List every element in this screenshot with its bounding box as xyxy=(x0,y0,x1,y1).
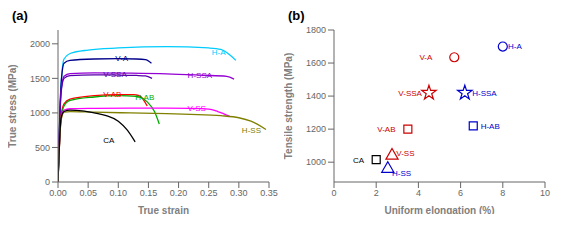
html-text:(a): (a) xyxy=(12,8,28,23)
svg-text:V-A: V-A xyxy=(419,53,433,62)
svg-text:1600: 1600 xyxy=(306,58,326,68)
svg-text:0: 0 xyxy=(45,177,50,187)
svg-text:500: 500 xyxy=(35,143,50,153)
svg-text:Tensile strength (MPa): Tensile strength (MPa) xyxy=(284,53,294,160)
svg-text:V-AB: V-AB xyxy=(377,125,395,134)
svg-text:V-SS: V-SS xyxy=(188,104,206,113)
html-text:(b): (b) xyxy=(288,8,305,23)
svg-text:1200: 1200 xyxy=(306,124,326,134)
svg-text:0.25: 0.25 xyxy=(200,188,218,198)
svg-text:H-AB: H-AB xyxy=(135,93,154,102)
svg-text:2: 2 xyxy=(374,188,379,198)
svg-text:1000: 1000 xyxy=(30,108,50,118)
svg-text:Uniform elongation (%): Uniform elongation (%) xyxy=(385,205,495,214)
svg-text:V-A: V-A xyxy=(115,54,129,63)
svg-text:V-SSA: V-SSA xyxy=(398,89,422,98)
svg-text:6: 6 xyxy=(458,188,463,198)
svg-text:8: 8 xyxy=(500,188,505,198)
svg-text:V-SSA: V-SSA xyxy=(103,70,127,79)
svg-text:10: 10 xyxy=(540,188,550,198)
svg-text:H-AB: H-AB xyxy=(481,122,500,131)
svg-text:0: 0 xyxy=(331,188,336,198)
svg-text:0.20: 0.20 xyxy=(170,188,188,198)
svg-text:0.00: 0.00 xyxy=(49,188,67,198)
svg-text:H-A: H-A xyxy=(212,48,226,57)
svg-text:1500: 1500 xyxy=(30,74,50,84)
svg-text:V-SS: V-SS xyxy=(396,149,414,158)
svg-text:V-AB: V-AB xyxy=(103,90,121,99)
svg-text:0.05: 0.05 xyxy=(79,188,97,198)
svg-text:True stress (MPa): True stress (MPa) xyxy=(8,64,18,147)
svg-text:0.35: 0.35 xyxy=(260,188,278,198)
svg-text:H-A: H-A xyxy=(508,42,522,51)
svg-text:H-SSA: H-SSA xyxy=(472,89,497,98)
svg-text:CA: CA xyxy=(103,136,115,145)
svg-text:1000: 1000 xyxy=(306,157,326,167)
svg-text:1400: 1400 xyxy=(306,91,326,101)
svg-text:H-SS: H-SS xyxy=(392,169,411,178)
svg-text:0.15: 0.15 xyxy=(140,188,158,198)
svg-text:0.30: 0.30 xyxy=(230,188,248,198)
svg-text:H-SS: H-SS xyxy=(242,126,261,135)
svg-text:2000: 2000 xyxy=(30,39,50,49)
svg-text:True strain: True strain xyxy=(138,205,189,214)
svg-text:4: 4 xyxy=(416,188,421,198)
svg-text:H-SSA: H-SSA xyxy=(188,71,213,80)
svg-text:1800: 1800 xyxy=(306,25,326,35)
svg-text:0.10: 0.10 xyxy=(110,188,128,198)
svg-text:CA: CA xyxy=(353,156,365,165)
